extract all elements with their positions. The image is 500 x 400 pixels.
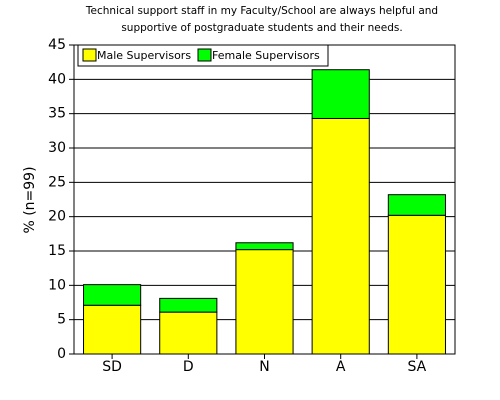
y-tick-label: 0: [57, 346, 66, 362]
x-tick-label: A: [336, 359, 346, 375]
x-tick-label: SD: [102, 359, 122, 375]
legend-label: Female Supervisors: [212, 49, 320, 62]
x-tick-label: N: [259, 359, 269, 375]
x-tick-label: SA: [408, 359, 427, 375]
y-tick-label: 30: [48, 140, 66, 156]
legend-swatch: [82, 48, 97, 62]
bar: [83, 304, 142, 355]
chart-title: supportive of postgraduate students and …: [121, 22, 402, 34]
y-tick-label: 25: [48, 174, 66, 190]
y-tick-label: 35: [48, 106, 66, 122]
bar: [387, 194, 446, 216]
y-tick-label: 20: [48, 209, 66, 225]
bar: [235, 249, 294, 355]
y-tick-label: 45: [48, 37, 66, 53]
y-tick-label: 10: [48, 277, 66, 293]
chart-title: Technical support staff in my Faculty/Sc…: [85, 5, 438, 17]
bar: [311, 69, 370, 119]
y-axis-label: % (n=99): [22, 166, 38, 233]
y-tick-label: 15: [48, 243, 66, 259]
legend-swatch: [197, 48, 212, 62]
y-tick-label: 5: [57, 312, 66, 328]
y-tick-label: 40: [48, 71, 66, 87]
legend-label: Male Supervisors: [97, 49, 191, 62]
bar: [235, 242, 294, 251]
bar: [159, 297, 218, 313]
bar: [83, 284, 142, 306]
bar: [159, 311, 218, 355]
bar: [387, 214, 446, 355]
bar: [311, 117, 370, 355]
x-tick-label: D: [183, 359, 194, 375]
